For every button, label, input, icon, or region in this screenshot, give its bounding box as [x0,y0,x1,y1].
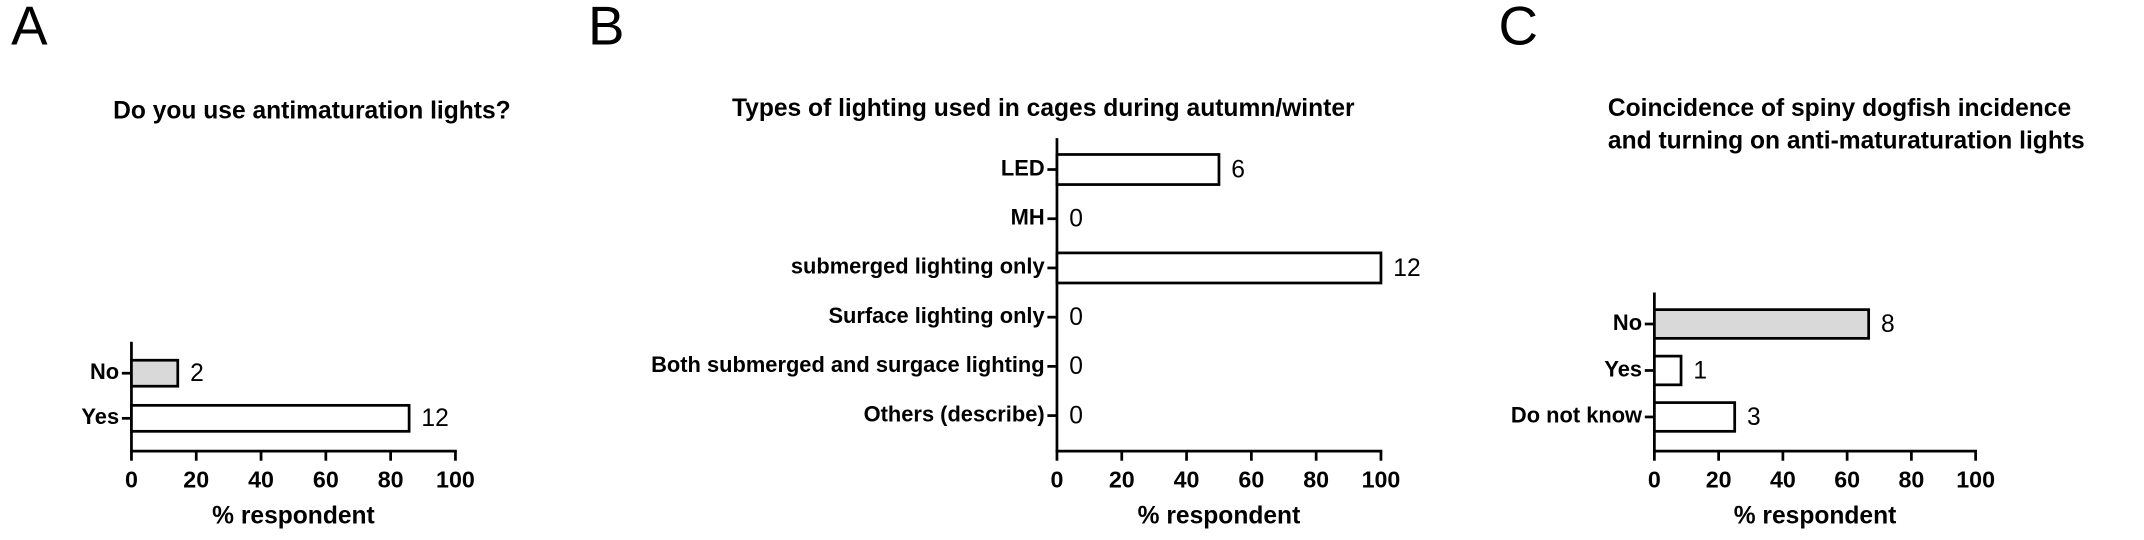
panel-letter: B [588,0,624,57]
x-axis-label: % respondent [1138,502,1301,529]
count-label: 0 [1069,402,1083,429]
bar [130,358,180,388]
x-tick-label: 20 [183,466,209,492]
x-tick-label: 40 [1770,466,1796,492]
x-tick-label: 20 [1109,466,1135,492]
bar [1653,354,1683,387]
count-label: 0 [1069,206,1083,233]
x-tick-label: 0 [125,466,138,492]
chart-title: and turning on anti-maturaturation light… [1608,128,2085,155]
panel-letter: C [1499,0,1538,57]
y-tick-label: No [90,359,119,384]
bar [130,403,411,433]
x-axis-label: % respondent [212,502,375,529]
y-tick-label: Do not know [1511,403,1643,428]
bar [1055,153,1221,186]
bar [1055,251,1383,285]
x-tick-label: 40 [248,466,274,492]
y-tick-label: LED [1001,155,1045,180]
x-tick-label: 60 [1238,466,1264,492]
x-tick-label: 40 [1174,466,1200,492]
x-tick-label: 0 [1648,466,1661,492]
y-tick-label: Surface lighting only [828,303,1045,328]
y-tick-label: MH [1011,205,1045,230]
x-tick-label: 20 [1706,466,1732,492]
chart-title: Do you use antimaturation lights? [113,98,511,125]
x-tick-label: 80 [378,466,404,492]
y-tick-label: No [1613,310,1642,335]
count-label: 8 [1881,311,1895,338]
x-tick-label: 0 [1051,466,1064,492]
count-label: 12 [1393,255,1420,282]
y-tick-label: Yes [81,404,119,429]
count-label: 3 [1747,404,1761,431]
chart-title: Types of lighting used in cages during a… [732,95,1355,122]
x-tick-label: 100 [1956,466,1995,492]
count-label: 6 [1231,156,1245,183]
x-tick-label: 80 [1303,466,1329,492]
count-label: 1 [1693,357,1707,384]
y-tick-label: Both submerged and surgace lighting [651,352,1045,377]
y-tick-label: Yes [1604,356,1642,381]
x-tick-label: 60 [1834,466,1860,492]
x-tick-label: 60 [313,466,339,492]
x-tick-label: 100 [1362,466,1401,492]
bar [1653,401,1737,433]
chart-title: Coincidence of spiny dogfish incidence [1608,95,2071,122]
bar [1653,308,1871,340]
x-axis-label: % respondent [1734,502,1897,529]
count-label: 0 [1069,304,1083,331]
x-tick-label: 80 [1898,466,1924,492]
y-tick-label: submerged lighting only [791,254,1046,279]
y-tick-label: Others (describe) [864,401,1045,426]
count-label: 12 [421,405,448,432]
count-label: 0 [1069,353,1083,380]
x-tick-label: 100 [436,466,475,492]
panel-letter: A [11,0,48,57]
count-label: 2 [190,360,204,387]
